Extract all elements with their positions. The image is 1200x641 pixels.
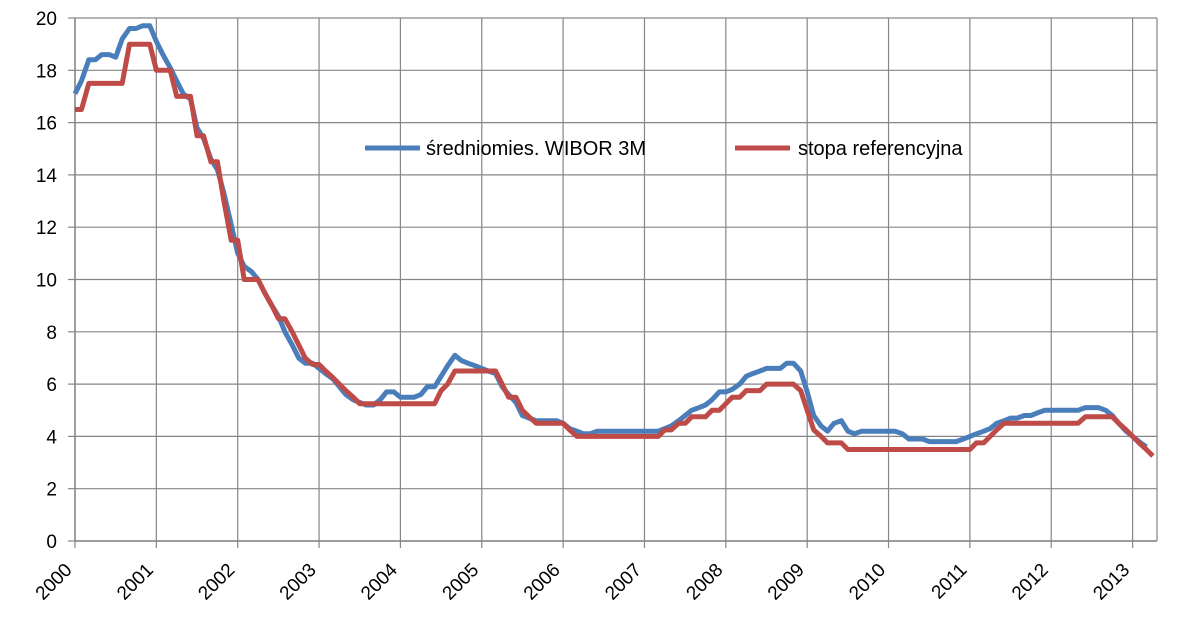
y-tick-label: 14 — [36, 166, 58, 187]
y-tick-label: 12 — [36, 218, 57, 239]
y-tick-label: 4 — [46, 427, 57, 448]
x-tick-label: 2000 — [32, 560, 77, 605]
y-tick-label: 8 — [46, 323, 57, 344]
y-tick-label: 16 — [36, 114, 57, 135]
y-tick-label: 10 — [36, 271, 57, 292]
legend: średniomies. WIBOR 3M stopa referencyjna — [365, 138, 963, 160]
y-tick-label: 2 — [46, 480, 57, 501]
x-tick-label: 2011 — [928, 560, 972, 604]
legend-label-2: stopa referencyjna — [798, 138, 963, 160]
series-lines — [72, 23, 1155, 458]
x-tick-label: 2005 — [439, 560, 484, 605]
y-tick-label: 20 — [36, 9, 57, 30]
x-tick-label: 2012 — [1008, 560, 1053, 605]
x-tick-label: 2007 — [601, 560, 646, 605]
x-tick-label: 2003 — [276, 560, 321, 605]
y-tick-label: 6 — [46, 375, 57, 396]
y-tick-label: 18 — [36, 61, 57, 82]
x-tick-label: 2001 — [113, 560, 158, 605]
x-tick-label: 2002 — [194, 560, 239, 605]
x-tick-label: 2006 — [520, 560, 565, 605]
x-tick-label: 2008 — [683, 560, 728, 605]
series-line-2 — [75, 41, 1155, 458]
grid — [74, 17, 1158, 542]
x-tick-label: 2013 — [1089, 560, 1134, 605]
x-tick-label: 2009 — [764, 560, 809, 605]
x-tick-labels: 2000 2001 2002 2003 2004 2005 2006 2007 2008 2009… — [32, 559, 1134, 604]
axes — [68, 17, 1157, 548]
series-line-1 — [72, 23, 1148, 449]
y-tick-label: 0 — [46, 532, 57, 553]
x-tick-label: 2010 — [845, 560, 890, 605]
y-tick-labels: 0 2 4 6 8 10 12 14 16 18 20 — [36, 9, 58, 553]
legend-label-1: średniomies. WIBOR 3M — [426, 138, 646, 160]
x-tick-label: 2004 — [357, 559, 402, 604]
